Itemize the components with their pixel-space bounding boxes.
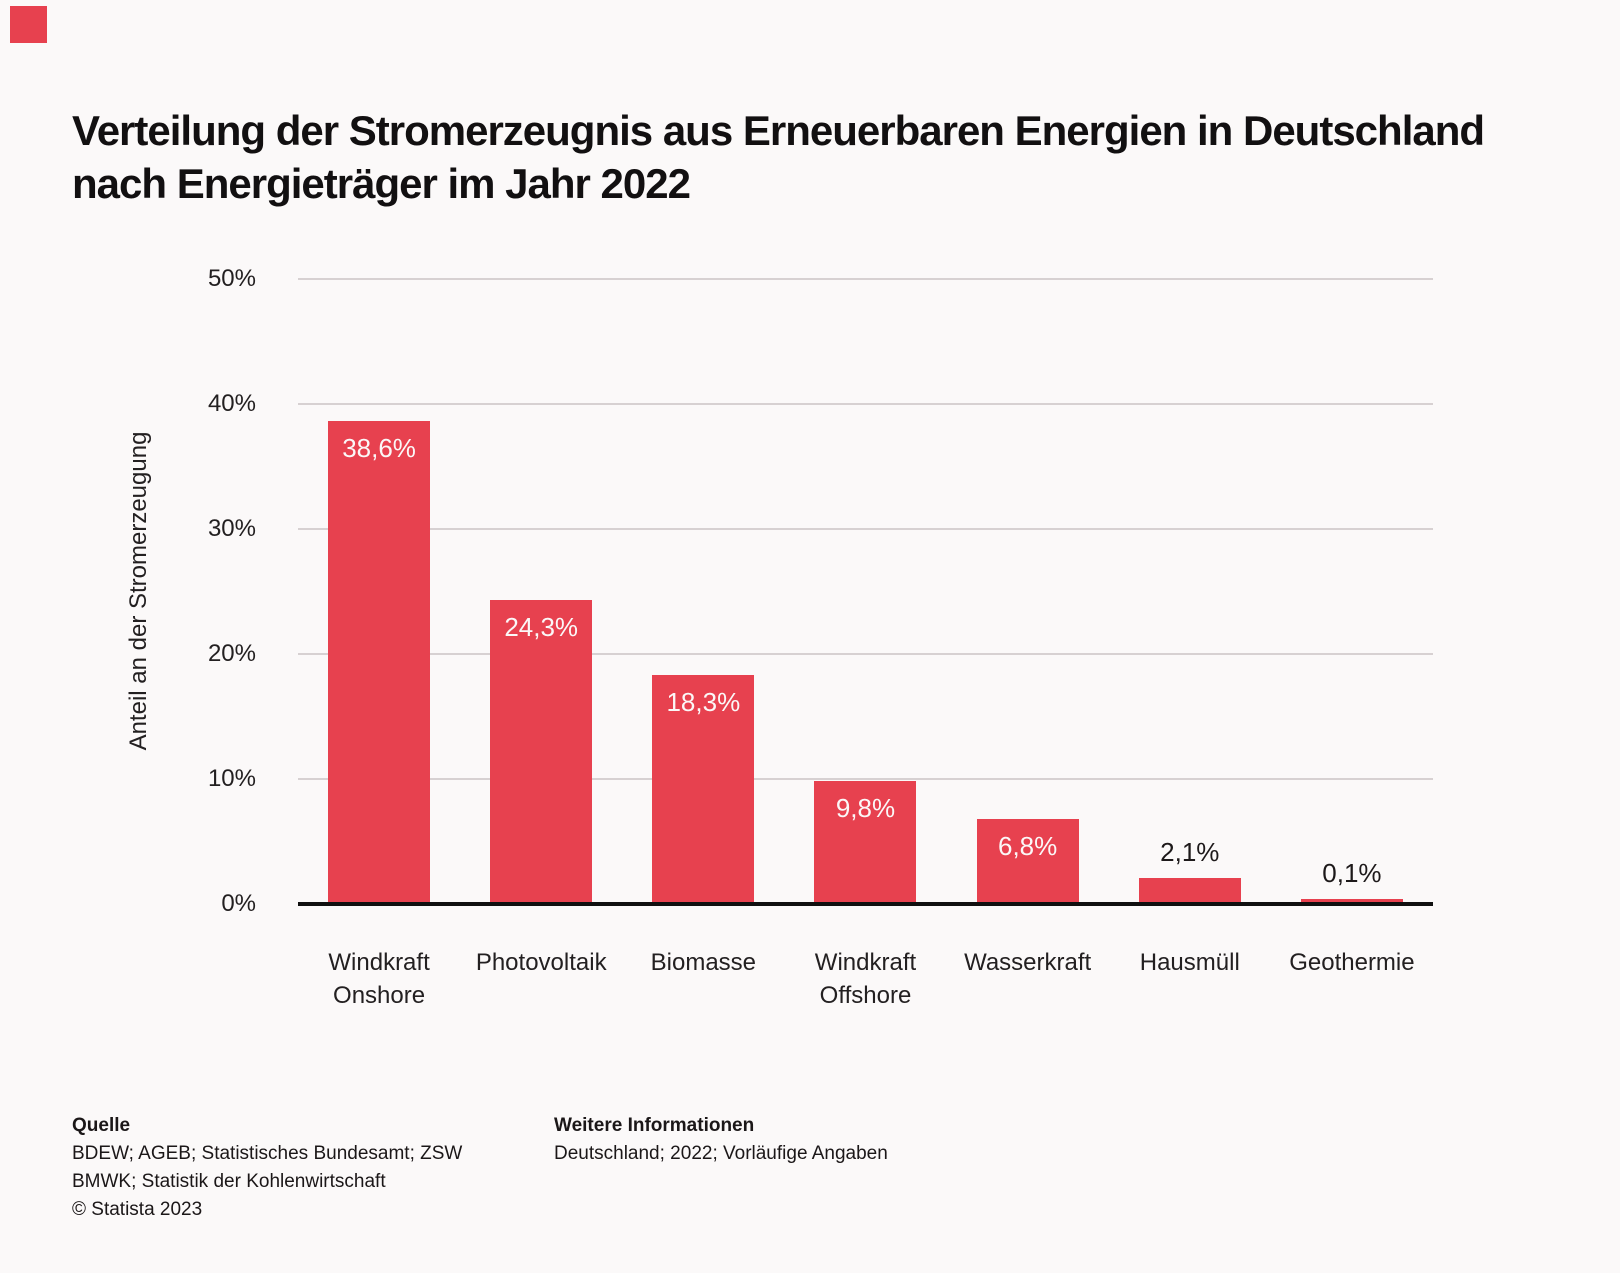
page-title: Verteilung der Stromerzeugnis aus Erneue… — [72, 104, 1485, 210]
footer-source-line1: BDEW; AGEB; Statistisches Bundesamt; ZSW — [72, 1143, 463, 1164]
bar-value-label-2: 24,3% — [504, 612, 579, 642]
gridline-30pct — [298, 528, 1433, 530]
category-label-2: Photovoltaik — [475, 949, 607, 976]
page-title-line1: Verteilung der Stromerzeugnis aus Erneue… — [72, 107, 1485, 155]
bar-slot-6: 2,1% Hausmüll — [1109, 279, 1271, 976]
gridline-20pct — [298, 653, 1433, 655]
y-tick-label-30pct: 30% — [207, 515, 256, 542]
footer-info-heading: Weitere Informationen — [554, 1115, 755, 1136]
bar-3: 18,3% — [652, 675, 755, 904]
category-label-4: Windkraft Offshore — [814, 949, 917, 1009]
bar-value-label-5: 6,8% — [997, 831, 1058, 861]
category-label-3: Biomasse — [650, 949, 757, 976]
bar-6 — [1138, 878, 1241, 904]
y-tick-label-10pct: 10% — [207, 765, 256, 792]
bar-slot-2: 24,3% Photovoltaik — [460, 279, 622, 976]
footer-source-heading: Quelle — [72, 1115, 131, 1136]
bar-slot-3: 18,3% Biomasse — [622, 279, 784, 976]
footer-info-line1: Deutschland; 2022; Vorläufige Angaben — [554, 1143, 888, 1164]
bar-7 — [1300, 899, 1403, 904]
category-label-1: Windkraft Onshore — [328, 949, 430, 1009]
bar-chart-plot-area: 38,6% Windkraft Onshore 24,3% Photovoltaik 1… — [208, 265, 1433, 1009]
bar-slot-4: 9,8% Windkraft Offshore — [784, 279, 946, 1009]
gridline-10pct — [298, 778, 1433, 780]
brand-mark — [10, 6, 47, 43]
bar-slot-1: 38,6% Windkraft Onshore — [298, 279, 460, 1009]
footer-source: Quelle BDEW; AGEB; Statistisches Bundesa… — [72, 1112, 462, 1224]
footer-copyright: © Statista 2023 — [72, 1199, 203, 1220]
category-label-7: Geothermie — [1289, 949, 1415, 976]
x-axis-line — [298, 902, 1433, 906]
footer-info: Weitere Informationen Deutschland; 2022;… — [554, 1112, 888, 1168]
gridline-50pct — [298, 278, 1433, 280]
category-label-5: Wasserkraft — [964, 949, 1092, 976]
y-tick-label-50pct: 50% — [207, 265, 256, 292]
bar-slot-5: 6,8% Wasserkraft — [947, 279, 1109, 976]
gridline-40pct — [298, 403, 1433, 405]
y-tick-label-40pct: 40% — [207, 390, 256, 417]
bar-value-label-1: 38,6% — [342, 433, 416, 463]
y-axis-title: Anteil an der Stromerzeugung — [125, 431, 152, 751]
bar-5: 6,8% — [976, 819, 1079, 904]
category-label-6: Hausmüll — [1139, 949, 1240, 976]
bar-value-label-3: 18,3% — [666, 687, 741, 717]
y-tick-label-0pct: 0% — [221, 890, 256, 917]
bar-2: 24,3% — [490, 600, 593, 904]
bar-slot-7: 0,1% Geothermie — [1271, 279, 1433, 976]
y-tick-label-20pct: 20% — [207, 640, 256, 667]
bar-value-label-7: 0,1% — [1322, 858, 1382, 888]
bar-value-label-4: 9,8% — [835, 793, 896, 823]
page-title-line2: nach Energieträger im Jahr 2022 — [72, 160, 691, 208]
bar-1: 38,6% — [328, 421, 431, 904]
footer-source-line2: BMWK; Statistik der Kohlenwirtschaft — [72, 1171, 386, 1192]
bar-value-label-6: 2,1% — [1160, 837, 1220, 867]
bar-4: 9,8% — [814, 781, 917, 904]
bars-container: 38,6% Windkraft Onshore 24,3% Photovoltaik 1… — [298, 279, 1433, 1009]
